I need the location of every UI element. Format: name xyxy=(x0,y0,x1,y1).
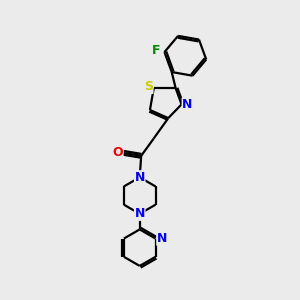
Text: N: N xyxy=(157,232,167,245)
Text: N: N xyxy=(182,98,193,111)
Text: S: S xyxy=(144,80,153,93)
Text: N: N xyxy=(134,207,145,220)
Text: O: O xyxy=(112,146,123,159)
Text: F: F xyxy=(152,44,160,57)
Text: N: N xyxy=(134,171,145,184)
